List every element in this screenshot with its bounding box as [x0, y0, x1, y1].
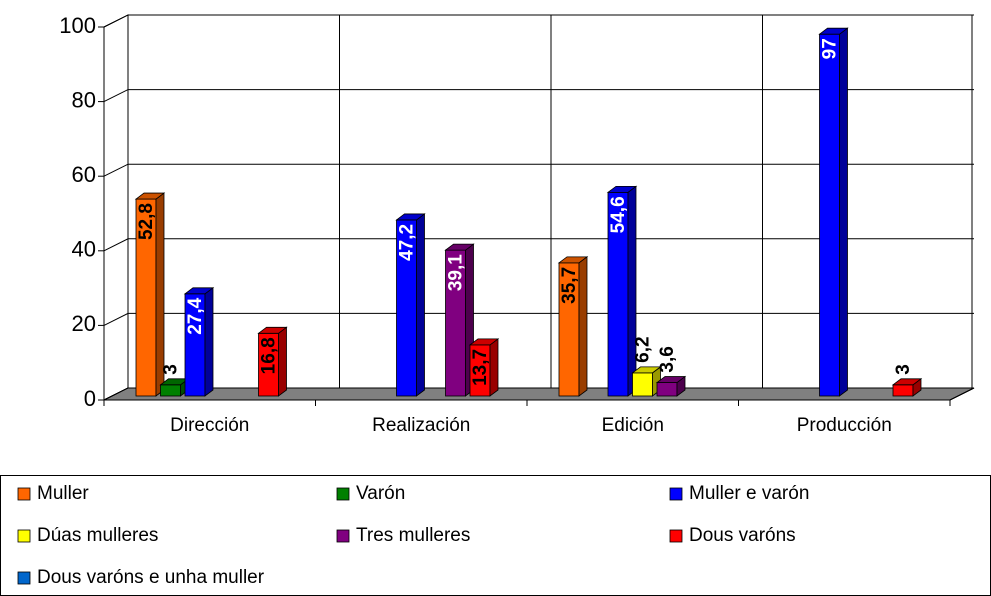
bar-top — [468, 338, 500, 346]
bar-top — [891, 378, 923, 386]
bar-top — [134, 192, 166, 200]
bar — [557, 256, 589, 397]
value-label: 3,6 — [657, 346, 678, 372]
bar-top — [655, 376, 687, 383]
value-label: 16,8 — [259, 337, 280, 374]
bar-side — [278, 326, 287, 397]
bar — [395, 213, 426, 397]
bar — [818, 27, 849, 397]
bar-side — [839, 27, 848, 397]
grid-line — [103, 163, 974, 177]
legend-marker — [17, 529, 31, 543]
bar-side — [204, 286, 214, 397]
x-tick-label: Edición — [602, 415, 664, 436]
legend-label: Muller — [37, 483, 89, 504]
bar-side — [489, 338, 499, 397]
bar — [891, 378, 923, 397]
bar-top — [557, 256, 589, 264]
bar-front — [892, 384, 914, 397]
y-tick-label: 100 — [59, 13, 96, 38]
legend-label: Dous varóns e unha muller — [37, 567, 265, 588]
legend-marker — [17, 487, 31, 501]
grid-line — [103, 14, 974, 28]
grid-line — [103, 312, 974, 326]
bar — [183, 286, 215, 397]
bar-front — [656, 382, 678, 397]
legend-label: Dous varóns — [689, 525, 796, 546]
grid-line — [103, 387, 974, 401]
bar — [159, 378, 190, 397]
bar-side — [627, 185, 637, 397]
value-label: 3 — [161, 364, 182, 375]
bar-top — [444, 243, 475, 251]
bar-top — [395, 213, 426, 221]
value-label: 35,7 — [559, 267, 580, 304]
value-label: 27,4 — [185, 297, 206, 334]
legend-marker — [336, 487, 350, 501]
value-label: 97 — [820, 38, 841, 59]
bar — [655, 375, 687, 397]
bar-front — [632, 372, 653, 397]
value-label: 54,6 — [608, 196, 629, 233]
legend-marker — [669, 529, 683, 543]
legend-marker — [17, 571, 31, 585]
x-axis-depth — [949, 387, 975, 401]
value-label: 6,2 — [633, 336, 654, 362]
y-tick-label: 0 — [84, 386, 96, 411]
bar — [257, 326, 288, 397]
value-label: 39,1 — [446, 254, 467, 291]
grid-line — [103, 89, 974, 103]
value-label: 47,2 — [397, 224, 418, 261]
bar-side — [578, 256, 588, 397]
bar-top — [818, 27, 849, 35]
y-tick-label: 40 — [72, 237, 96, 262]
bar — [631, 366, 662, 397]
bar-top — [183, 287, 215, 295]
bar — [134, 192, 166, 397]
legend-label: Tres mulleres — [356, 525, 470, 546]
side-wall — [103, 14, 129, 401]
grid-line — [103, 238, 974, 252]
bar-top — [631, 366, 662, 374]
y-tick-label: 80 — [72, 87, 96, 112]
value-label: 3 — [893, 364, 914, 375]
bar-front — [819, 33, 840, 397]
x-tick-label: Realización — [372, 415, 470, 436]
bar — [468, 338, 500, 397]
x-tick-label: Dirección — [170, 415, 249, 436]
x-tick-label: Producción — [797, 415, 892, 436]
legend-label: Dúas mulleres — [37, 525, 158, 546]
bar — [606, 185, 638, 397]
legend-marker — [336, 529, 350, 543]
legend-label: Varón — [356, 483, 405, 504]
y-tick-label: 20 — [72, 311, 96, 336]
bar-front — [160, 384, 181, 397]
legend-marker — [669, 487, 683, 501]
value-label: 13,7 — [470, 349, 491, 386]
value-label: 52,8 — [136, 203, 157, 240]
legend-label: Muller e varón — [689, 483, 809, 504]
bar-side — [416, 213, 425, 397]
bar-top — [257, 326, 288, 334]
y-tick-label: 60 — [72, 162, 96, 187]
bar-top — [606, 185, 638, 193]
